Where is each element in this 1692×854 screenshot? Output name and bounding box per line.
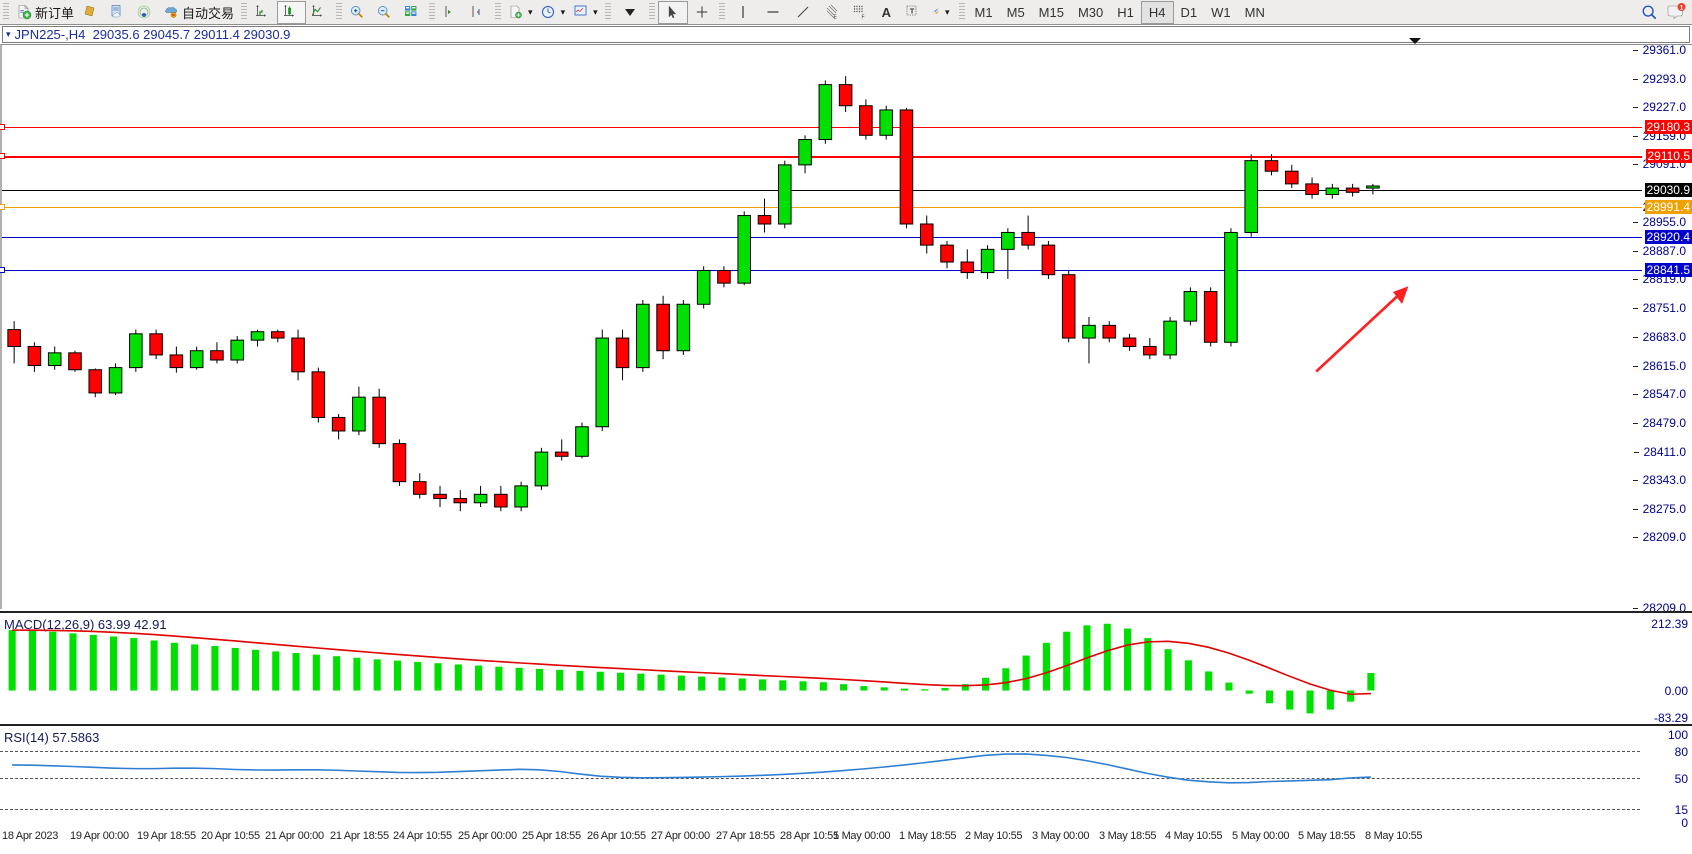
svg-text:F: F [861, 15, 864, 21]
svg-text:E: E [833, 15, 837, 21]
svg-text:T: T [910, 7, 915, 16]
